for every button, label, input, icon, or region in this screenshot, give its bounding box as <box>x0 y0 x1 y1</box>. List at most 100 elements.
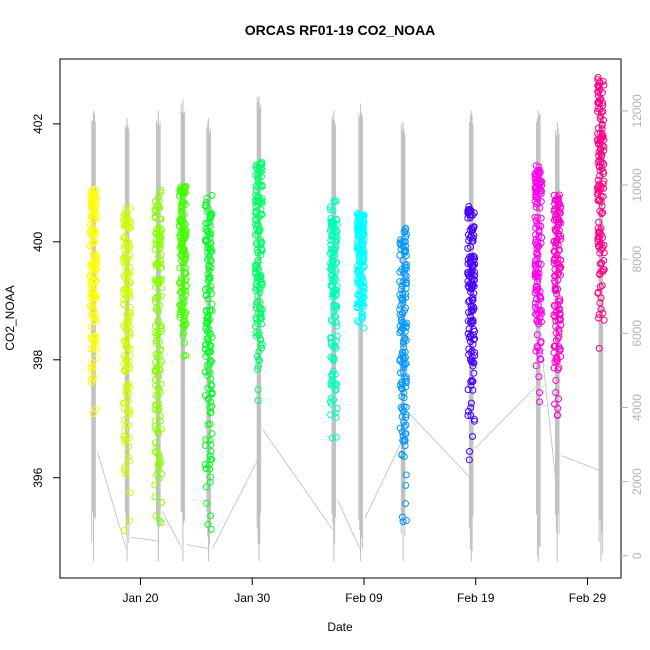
co2-point <box>252 220 260 228</box>
co2-point <box>597 108 605 116</box>
co2-point <box>204 276 212 284</box>
co2-point <box>595 152 603 160</box>
co2-point <box>124 344 132 352</box>
co2-point <box>359 258 367 266</box>
co2-point <box>155 400 163 408</box>
co2-point <box>397 302 405 310</box>
co2-point <box>402 411 410 419</box>
co2-point <box>550 216 558 224</box>
co2-point <box>253 241 261 249</box>
co2-point <box>464 386 472 394</box>
co2-point <box>92 354 100 362</box>
co2-point <box>204 219 212 227</box>
co2-point <box>464 407 472 415</box>
co2-point <box>126 279 134 287</box>
co2-point <box>205 262 213 270</box>
co2-point <box>151 329 159 337</box>
co2-point <box>257 315 265 323</box>
co2-point <box>594 158 602 166</box>
co2-point <box>202 436 210 444</box>
co2-point <box>180 352 188 360</box>
co2-point <box>356 251 364 259</box>
co2-point <box>177 237 185 245</box>
co2-point <box>595 314 603 322</box>
co2-point <box>123 316 131 324</box>
co2-point <box>202 483 210 491</box>
co2-point <box>534 214 542 222</box>
co2-point <box>177 278 185 286</box>
co2-point <box>329 261 337 269</box>
co2-point <box>123 278 131 286</box>
co2-point <box>251 231 259 239</box>
co2-point <box>360 219 368 227</box>
co2-point <box>151 213 159 221</box>
co2-point <box>399 256 407 264</box>
co2-point <box>258 210 266 218</box>
co2-point <box>331 313 339 321</box>
co2-point <box>179 329 187 337</box>
co2-point <box>91 251 99 259</box>
co2-point <box>156 346 164 354</box>
co2-point <box>469 331 477 339</box>
co2-point <box>120 527 128 535</box>
co2-point <box>594 139 602 147</box>
co2-point <box>208 358 216 366</box>
co2-point <box>180 185 188 193</box>
co2-point <box>555 364 563 372</box>
co2-point <box>126 383 134 391</box>
co2-point <box>125 278 133 286</box>
co2-point <box>555 218 563 226</box>
co2-point <box>180 324 188 332</box>
co2-point <box>126 516 134 524</box>
co2-point <box>253 216 261 224</box>
co2-point <box>152 512 160 520</box>
co2-point <box>467 243 475 251</box>
co2-point <box>469 386 477 394</box>
co2-point <box>465 202 473 210</box>
co2-point <box>331 198 339 206</box>
co2-point <box>354 227 362 235</box>
co2-point <box>551 400 559 408</box>
x-tick-label: Feb 29 <box>569 591 607 605</box>
co2-point <box>329 382 337 390</box>
co2-point <box>158 284 166 292</box>
co2-point <box>120 217 128 225</box>
co2-point <box>177 287 185 295</box>
co2-point <box>327 236 335 244</box>
co2-point <box>208 300 216 308</box>
co2-point <box>597 294 605 302</box>
co2-point <box>398 265 406 273</box>
co2-point <box>464 268 472 276</box>
co2-point <box>534 251 542 259</box>
co2-point <box>551 286 559 294</box>
co2-point <box>207 512 215 520</box>
co2-point <box>255 356 263 364</box>
co2-point <box>124 421 132 429</box>
co2-point <box>88 366 96 374</box>
co2-point <box>399 278 407 286</box>
co2-point <box>533 198 541 206</box>
co2-point <box>328 342 336 350</box>
co2-point <box>125 457 133 465</box>
co2-point <box>598 89 606 97</box>
co2-point <box>157 292 165 300</box>
co2-point <box>178 252 186 260</box>
co2-point <box>467 411 475 419</box>
co2-point <box>126 219 134 227</box>
co2-point <box>464 260 472 268</box>
co2-point <box>90 306 98 314</box>
co2-point <box>354 291 362 299</box>
co2-point <box>252 164 260 172</box>
co2-point <box>402 323 410 331</box>
co2-point <box>175 222 183 230</box>
co2-point <box>182 200 190 208</box>
co2-point <box>86 273 94 281</box>
co2-point <box>532 184 540 192</box>
altitude-connector-line <box>97 451 127 549</box>
y-tick-label: 398 <box>31 349 45 369</box>
co2-point <box>598 164 606 172</box>
co2-point <box>179 239 187 247</box>
co2-point <box>125 406 133 414</box>
co2-point <box>354 274 362 282</box>
co2-point <box>531 303 539 311</box>
